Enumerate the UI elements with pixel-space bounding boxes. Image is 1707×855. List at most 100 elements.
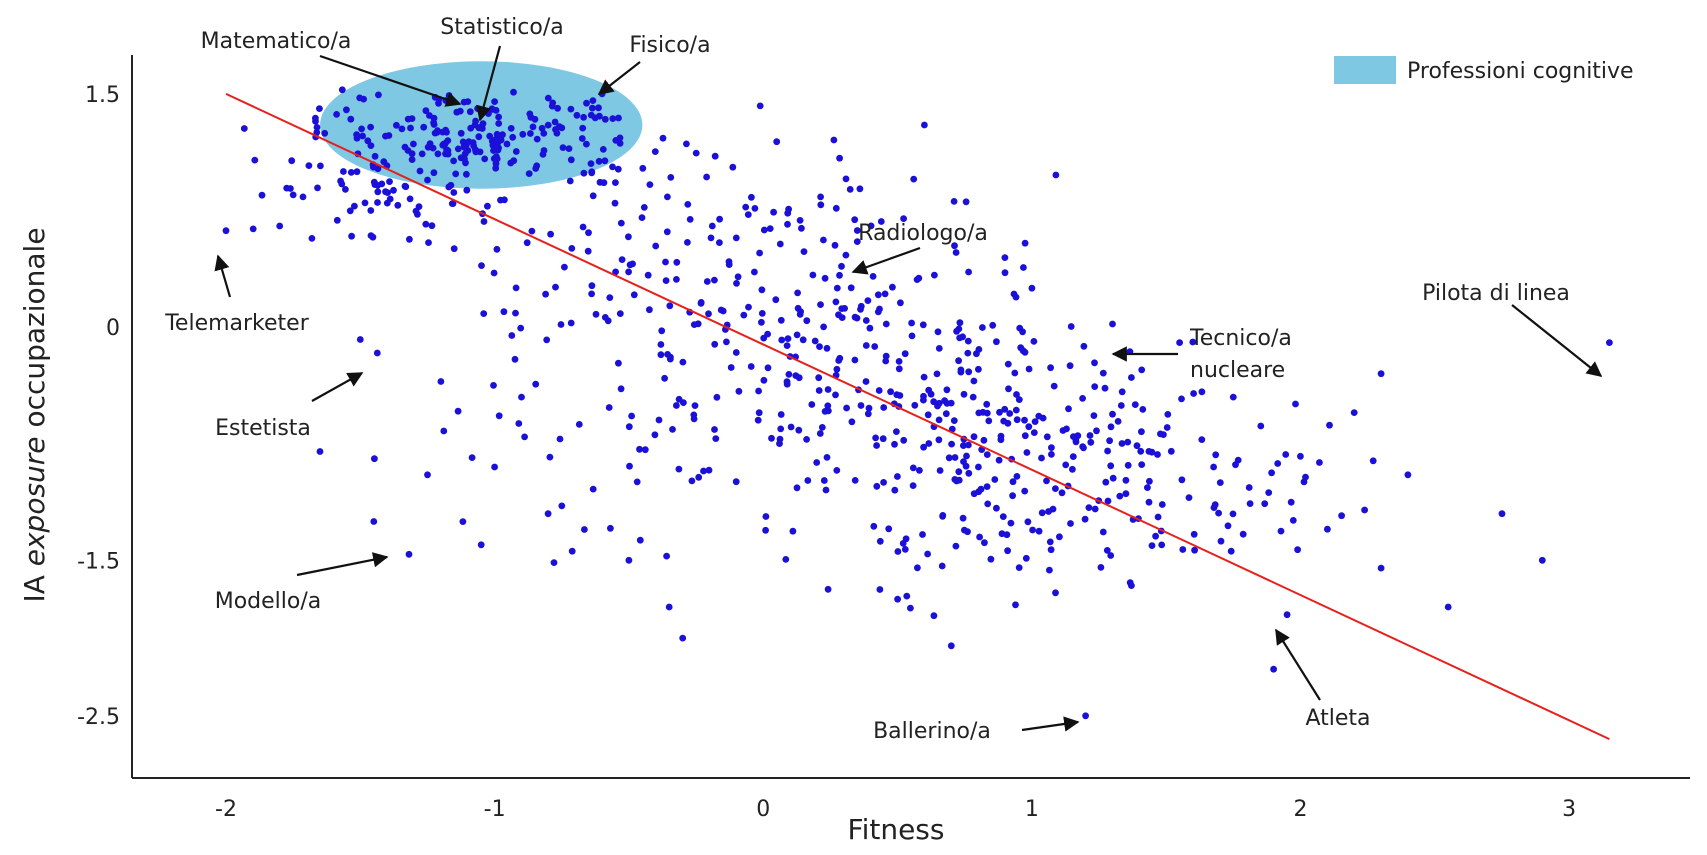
- data-point: [364, 137, 372, 145]
- data-point: [383, 199, 391, 207]
- data-point: [740, 311, 748, 319]
- data-point: [658, 327, 666, 335]
- data-point: [1079, 395, 1086, 402]
- data-point: [646, 306, 653, 314]
- data-point: [664, 351, 671, 358]
- data-point: [979, 324, 986, 331]
- data-point: [983, 400, 991, 408]
- data-point: [371, 455, 378, 463]
- data-point: [673, 402, 680, 409]
- data-point: [472, 117, 479, 125]
- data-point: [1261, 500, 1269, 508]
- data-point: [607, 524, 614, 532]
- data-point: [910, 175, 918, 183]
- data-point: [729, 163, 737, 171]
- data-point: [851, 477, 859, 484]
- data-point: [1048, 444, 1055, 451]
- data-point: [1167, 447, 1175, 455]
- data-point: [566, 177, 574, 185]
- data-point: [795, 426, 803, 434]
- data-point: [712, 435, 720, 442]
- data-point: [789, 527, 797, 535]
- data-point: [444, 137, 452, 145]
- data-point: [846, 186, 854, 193]
- annotation: Modello/a: [215, 552, 389, 614]
- data-point: [367, 232, 375, 240]
- data-point: [1118, 388, 1126, 396]
- data-point: [961, 526, 968, 534]
- data-point: [703, 173, 710, 181]
- data-point: [851, 313, 859, 321]
- data-point: [764, 364, 772, 372]
- data-point: [1369, 457, 1377, 465]
- data-point: [609, 163, 616, 171]
- data-point: [688, 477, 696, 485]
- data-point: [975, 463, 982, 471]
- data-point: [639, 164, 647, 172]
- data-point: [515, 420, 523, 427]
- data-point: [589, 192, 597, 200]
- data-point: [964, 349, 972, 357]
- data-point: [1001, 269, 1009, 277]
- data-point: [853, 227, 861, 234]
- data-point: [920, 443, 927, 451]
- data-point: [398, 125, 406, 133]
- data-point: [1097, 564, 1105, 571]
- data-point: [462, 159, 469, 167]
- data-point: [408, 150, 416, 158]
- data-point: [1216, 479, 1224, 486]
- data-point: [402, 183, 410, 191]
- data-point: [713, 393, 721, 401]
- data-point: [511, 355, 519, 363]
- data-point: [463, 186, 471, 194]
- data-point: [680, 399, 687, 406]
- data-point: [835, 357, 843, 364]
- data-point: [1013, 391, 1020, 398]
- data-point: [406, 235, 413, 243]
- data-point: [1069, 453, 1077, 460]
- data-point: [1015, 396, 1023, 403]
- data-point: [832, 298, 840, 306]
- data-point: [615, 359, 622, 367]
- data-point: [657, 341, 665, 348]
- data-point: [822, 486, 830, 494]
- data-point: [889, 283, 896, 291]
- data-point: [703, 278, 711, 285]
- data-point: [997, 432, 1005, 440]
- data-point: [405, 550, 413, 558]
- data-point: [708, 222, 716, 230]
- data-point: [1021, 348, 1029, 356]
- data-point: [1067, 520, 1074, 527]
- data-point: [557, 321, 565, 328]
- data-point: [691, 402, 699, 409]
- data-point: [588, 290, 595, 298]
- data-point: [847, 284, 855, 292]
- data-point: [358, 125, 365, 133]
- data-point: [625, 423, 633, 431]
- data-point: [895, 358, 903, 365]
- data-point: [222, 227, 230, 235]
- data-point: [424, 143, 432, 151]
- data-point: [552, 283, 559, 291]
- data-point: [556, 435, 564, 443]
- x-tick-label: -1: [484, 797, 506, 822]
- data-point: [612, 137, 620, 144]
- data-point: [1020, 264, 1027, 271]
- data-point: [1128, 582, 1135, 589]
- data-point: [461, 150, 469, 158]
- data-point: [777, 316, 785, 324]
- data-point: [841, 305, 848, 312]
- data-point: [468, 454, 476, 461]
- data-point: [367, 207, 375, 214]
- data-point: [873, 482, 881, 490]
- data-point: [299, 193, 307, 201]
- data-point: [1017, 344, 1025, 352]
- data-point: [938, 562, 946, 570]
- data-point: [842, 175, 850, 183]
- data-point: [947, 642, 955, 650]
- data-point: [809, 271, 817, 279]
- data-point: [783, 342, 791, 349]
- data-point: [1046, 538, 1054, 546]
- data-point: [338, 86, 346, 94]
- data-point: [1302, 473, 1309, 481]
